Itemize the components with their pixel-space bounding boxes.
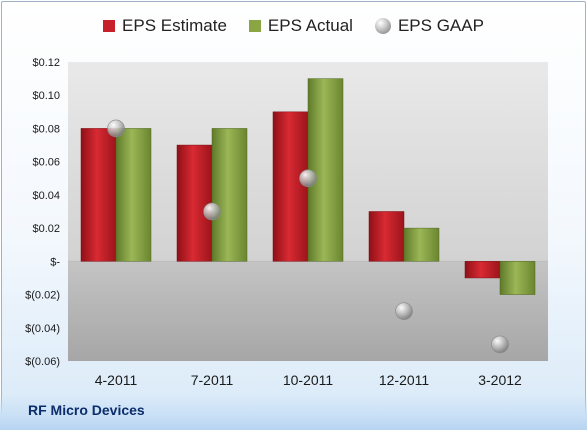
legend-swatch-actual xyxy=(248,20,261,32)
marker-eps-gaap xyxy=(299,169,317,188)
legend-label-gaap: EPS GAAP xyxy=(397,16,484,35)
x-category-label: 4-2011 xyxy=(95,372,138,388)
marker-eps-gaap xyxy=(395,302,413,320)
bar-eps-actual xyxy=(403,227,440,262)
bar-eps-actual xyxy=(115,128,152,262)
legend-item-gaap: EPS GAAP xyxy=(374,16,484,36)
legend-label-estimate: EPS Estimate xyxy=(122,16,227,35)
bar-eps-estimate xyxy=(80,128,117,262)
marker-eps-gaap xyxy=(107,119,125,138)
marker-eps-gaap xyxy=(203,202,221,221)
bar-eps-estimate xyxy=(272,111,309,262)
legend-swatch-estimate xyxy=(103,20,116,32)
footer-bar xyxy=(0,394,587,430)
bar-eps-actual xyxy=(307,78,344,262)
bar-eps-estimate xyxy=(464,261,501,279)
y-tick-label: $(0.06) xyxy=(25,356,60,368)
y-tick-label: $- xyxy=(50,256,60,268)
marker-eps-gaap xyxy=(491,335,509,354)
x-category-label: 10-2011 xyxy=(283,372,334,388)
legend-item-estimate: EPS Estimate xyxy=(103,16,227,36)
legend-label-actual: EPS Actual xyxy=(267,16,353,35)
company-name: RF Micro Devices xyxy=(28,402,145,418)
y-tick-label: $0.04 xyxy=(32,190,60,202)
y-tick-label: $0.10 xyxy=(32,90,60,102)
legend-item-actual: EPS Actual xyxy=(248,16,353,36)
y-tick-label: $0.08 xyxy=(32,123,60,135)
y-tick-label: $0.12 xyxy=(32,57,60,69)
bar-eps-estimate xyxy=(176,144,213,262)
y-tick-label: $0.02 xyxy=(32,223,60,235)
x-category-label: 3-2012 xyxy=(478,372,522,388)
x-category-label: 7-2011 xyxy=(191,372,234,388)
y-tick-label: $0.06 xyxy=(32,157,60,169)
chart-legend: EPS Estimate EPS Actual EPS GAAP xyxy=(0,16,587,36)
x-category-label: 12-2011 xyxy=(379,372,430,388)
y-tick-label: $(0.02) xyxy=(25,290,60,302)
bar-eps-actual xyxy=(211,128,248,262)
bar-eps-estimate xyxy=(368,211,405,262)
legend-swatch-gaap xyxy=(374,18,391,34)
bar-eps-actual xyxy=(499,261,536,295)
y-tick-label: $(0.04) xyxy=(25,323,60,335)
